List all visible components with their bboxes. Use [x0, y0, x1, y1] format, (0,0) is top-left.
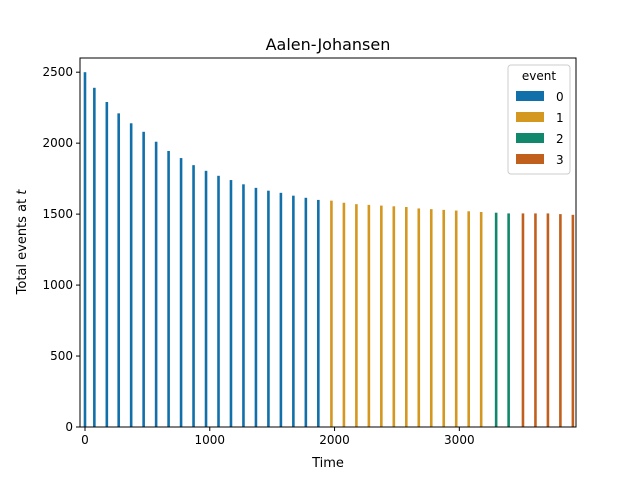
- legend-items: 0 1 2 3: [516, 90, 564, 167]
- plot-bars: [83, 72, 575, 428]
- bar-event-1-1: [342, 202, 346, 427]
- bar-event-0-6: [154, 141, 158, 428]
- bar-event-3-2: [546, 213, 550, 427]
- legend: event 0 1 2 3: [507, 64, 571, 175]
- legend-label-0: 0: [556, 90, 564, 104]
- y-tick-label-3: 1500: [42, 207, 73, 221]
- bar-event-1-6: [405, 207, 408, 427]
- x-tick-label-2: 2000: [319, 433, 350, 447]
- x-tick-label-0: 0: [81, 433, 89, 447]
- bar-event-1-2: [355, 204, 358, 427]
- y-tick-label-5: 2500: [42, 65, 73, 79]
- bar-event-1-8: [429, 209, 433, 427]
- bar-event-0-12: [229, 180, 233, 427]
- legend-swatch-2: [516, 133, 544, 143]
- axes-frame: [79, 57, 577, 428]
- legend-swatch-1: [516, 112, 544, 122]
- chart-title: Aalen-Johansen: [266, 35, 391, 54]
- legend-label-1: 1: [556, 111, 564, 125]
- y-tick-label-0: 0: [65, 420, 73, 434]
- bar-event-0-2: [105, 102, 109, 427]
- bar-event-0-19: [317, 199, 320, 427]
- bar-event-0-16: [279, 192, 283, 427]
- bar-event-3-1: [534, 213, 537, 427]
- x-tick-label-3: 3000: [444, 433, 475, 447]
- legend-label-2: 2: [556, 132, 564, 146]
- bar-event-0-10: [204, 170, 208, 427]
- bar-event-0-1: [93, 87, 96, 428]
- bar-event-0-0: [83, 72, 87, 427]
- bar-event-0-8: [179, 158, 183, 427]
- y-tick-label-2: 1000: [42, 278, 73, 292]
- bar-event-1-7: [417, 208, 421, 427]
- bar-event-3-4: [571, 214, 575, 427]
- bar-event-1-11: [467, 211, 470, 427]
- bar-event-1-5: [392, 206, 396, 427]
- bar-event-0-17: [292, 195, 295, 427]
- y-tick-label-4: 2000: [42, 136, 73, 150]
- legend-swatch-0: [516, 91, 544, 101]
- bar-event-1-10: [454, 210, 458, 427]
- x-axis-ticks: 0 1000 2000 3000: [81, 427, 475, 447]
- bar-event-3-3: [559, 214, 562, 427]
- bar-event-0-5: [142, 131, 145, 428]
- bar-event-2-1: [507, 213, 510, 427]
- bar-event-1-0: [330, 200, 333, 427]
- y-axis-ticks: 0 500 1000 1500 2000 2500: [42, 65, 80, 434]
- bar-event-1-3: [367, 204, 371, 427]
- bar-event-0-3: [117, 113, 120, 427]
- bar-event-1-12: [479, 211, 483, 427]
- bar-event-0-13: [242, 184, 245, 427]
- bar-event-2-0: [494, 212, 498, 427]
- legend-title: event: [522, 69, 556, 83]
- bar-event-3-0: [521, 213, 525, 427]
- legend-label-3: 3: [556, 153, 564, 167]
- bar-event-0-15: [267, 190, 270, 427]
- y-axis-label-prefix: Total events at: [15, 195, 30, 296]
- legend-swatch-3: [516, 154, 544, 164]
- bar-event-0-18: [304, 197, 308, 427]
- bar-event-0-11: [217, 175, 220, 427]
- bar-event-1-9: [442, 209, 446, 427]
- bar-event-0-14: [254, 187, 258, 427]
- bar-event-0-9: [192, 165, 195, 427]
- y-axis-label: Total events at t: [15, 189, 30, 296]
- x-tick-label-1: 1000: [194, 433, 225, 447]
- x-axis-label: Time: [311, 456, 344, 471]
- bar-event-0-7: [167, 150, 170, 427]
- bar-event-1-4: [380, 205, 383, 427]
- y-axis-label-variable: t: [15, 189, 30, 195]
- y-tick-label-1: 500: [50, 349, 73, 363]
- bar-event-0-4: [129, 123, 133, 427]
